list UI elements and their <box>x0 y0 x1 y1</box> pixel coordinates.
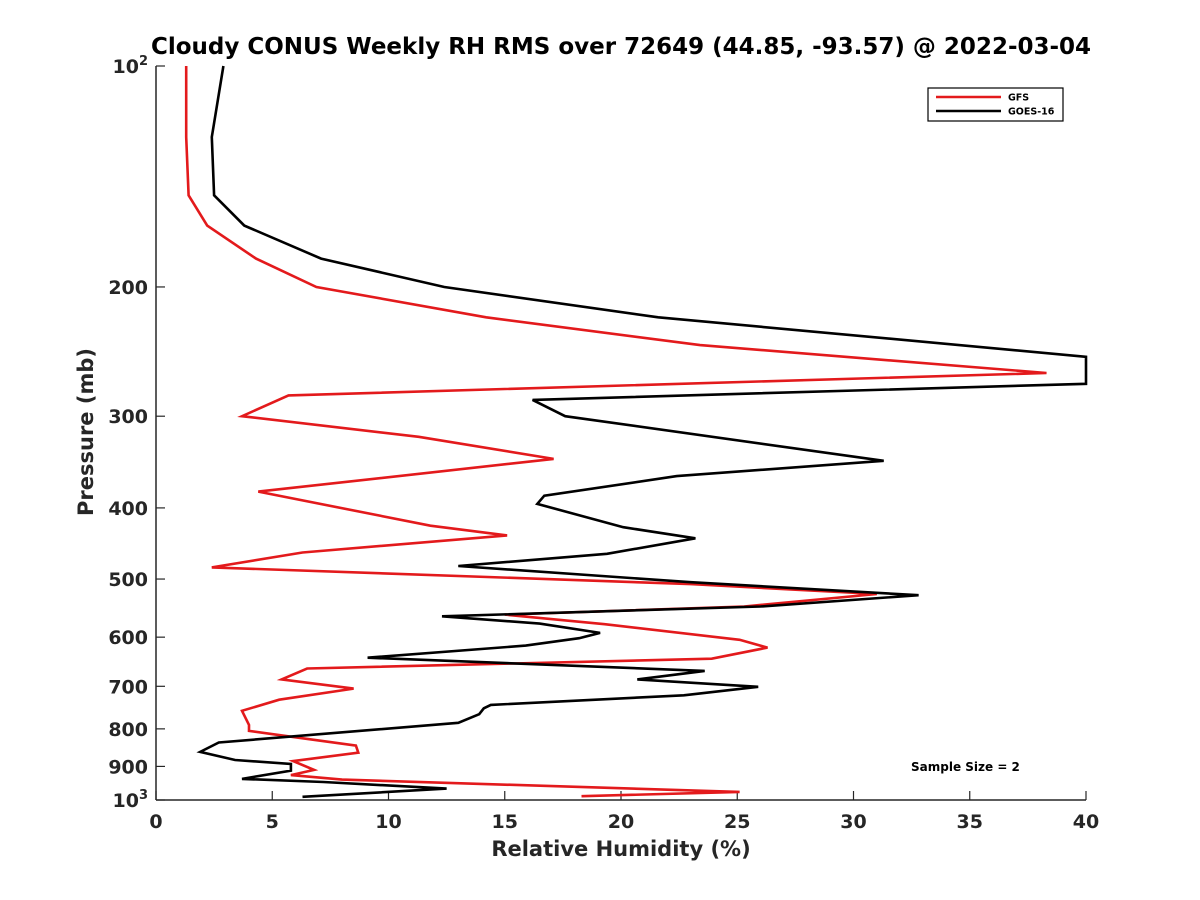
y-tick-label: 900 <box>108 756 148 778</box>
series-line-goes-16 <box>196 65 1088 799</box>
y-tick-label: 800 <box>108 719 148 741</box>
y-tick-label: 700 <box>108 676 148 698</box>
y-axis-label: Pressure (mb) <box>74 348 98 516</box>
x-tick-label: 40 <box>1073 811 1099 833</box>
y-tick-label: 300 <box>108 406 148 428</box>
x-tick-label: 0 <box>149 811 162 833</box>
y-tick-label: 500 <box>108 569 148 591</box>
legend-label: GOES-16 <box>1008 107 1055 118</box>
chart-title: Cloudy CONUS Weekly RH RMS over 72649 (4… <box>151 34 1091 60</box>
sample-size-annotation: Sample Size = 2 <box>911 760 1020 774</box>
y-tick-label: 200 <box>108 277 148 299</box>
x-tick-label: 25 <box>724 811 750 833</box>
x-tick-label: 15 <box>492 811 518 833</box>
x-tick-label: 10 <box>375 811 401 833</box>
x-axis-label: Relative Humidity (%) <box>491 837 750 861</box>
legend-label: GFS <box>1008 93 1029 104</box>
legend-box <box>927 87 1064 122</box>
x-tick-label: 30 <box>840 811 866 833</box>
plot-area: 0 5 10 15 20 25 30 35 40 102 200 300 400 500 600 700 800… <box>108 54 1099 833</box>
y-tick-label: 400 <box>108 498 148 520</box>
legend: GFS GOES-16 <box>927 87 1064 122</box>
x-tick-label: 35 <box>957 811 983 833</box>
x-tick-label: 5 <box>266 811 279 833</box>
y-tick-label: 102 <box>113 54 149 78</box>
x-tick-label: 20 <box>608 811 634 833</box>
y-tick-label: 103 <box>113 788 149 812</box>
y-tick-label: 600 <box>108 627 148 649</box>
